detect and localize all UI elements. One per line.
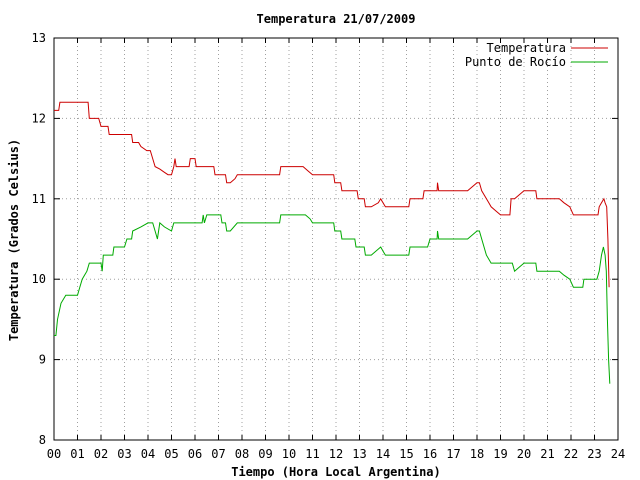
x-tick-label: 00 bbox=[47, 447, 61, 461]
x-tick-label: 18 bbox=[470, 447, 484, 461]
x-tick-label: 16 bbox=[423, 447, 437, 461]
x-tick-label: 17 bbox=[446, 447, 460, 461]
series-group bbox=[54, 101, 611, 384]
x-tick-label: 10 bbox=[282, 447, 296, 461]
legend-label: Punto de Rocío bbox=[465, 55, 566, 69]
y-axis: 8 9 10 11 12 13 bbox=[32, 31, 618, 447]
x-tick-label: 05 bbox=[164, 447, 178, 461]
x-tick-label: 07 bbox=[211, 447, 225, 461]
x-tick-label: 06 bbox=[188, 447, 202, 461]
y-tick-label: 10 bbox=[32, 272, 46, 286]
y-tick-label: 8 bbox=[39, 433, 46, 447]
x-tick-label: 13 bbox=[352, 447, 366, 461]
x-tick-label: 20 bbox=[517, 447, 531, 461]
y-axis-label: Temperatura (Grados Celsius) bbox=[7, 139, 21, 341]
x-tick-label: 02 bbox=[94, 447, 108, 461]
y-tick-label: 9 bbox=[39, 353, 46, 367]
x-tick-label: 09 bbox=[258, 447, 272, 461]
x-tick-label: 08 bbox=[235, 447, 249, 461]
x-axis-label: Tiempo (Hora Local Argentina) bbox=[231, 465, 441, 479]
x-tick-label: 19 bbox=[493, 447, 507, 461]
x-tick-label: 11 bbox=[305, 447, 319, 461]
series-line-punto-de-rocio bbox=[54, 214, 611, 384]
x-tick-label: 22 bbox=[564, 447, 578, 461]
grid bbox=[54, 38, 618, 440]
x-tick-label: 21 bbox=[540, 447, 554, 461]
x-tick-label: 23 bbox=[587, 447, 601, 461]
x-tick-label: 04 bbox=[141, 447, 155, 461]
y-tick-label: 12 bbox=[32, 111, 46, 125]
x-axis: 00 01 02 03 04 05 06 07 08 09 10 11 12 13 14 15 16 17 18 19… bbox=[47, 38, 625, 461]
x-tick-label: 14 bbox=[376, 447, 390, 461]
x-tick-label: 03 bbox=[117, 447, 131, 461]
chart-title: Temperatura 21/07/2009 bbox=[257, 12, 416, 26]
x-tick-label: 15 bbox=[399, 447, 413, 461]
y-tick-label: 11 bbox=[32, 192, 46, 206]
x-tick-label: 24 bbox=[611, 447, 625, 461]
x-tick-label: 01 bbox=[70, 447, 84, 461]
x-tick-label: 12 bbox=[329, 447, 343, 461]
legend-label: Temperatura bbox=[487, 41, 566, 55]
y-tick-label: 13 bbox=[32, 31, 46, 45]
series-line-temperatura bbox=[54, 101, 610, 288]
